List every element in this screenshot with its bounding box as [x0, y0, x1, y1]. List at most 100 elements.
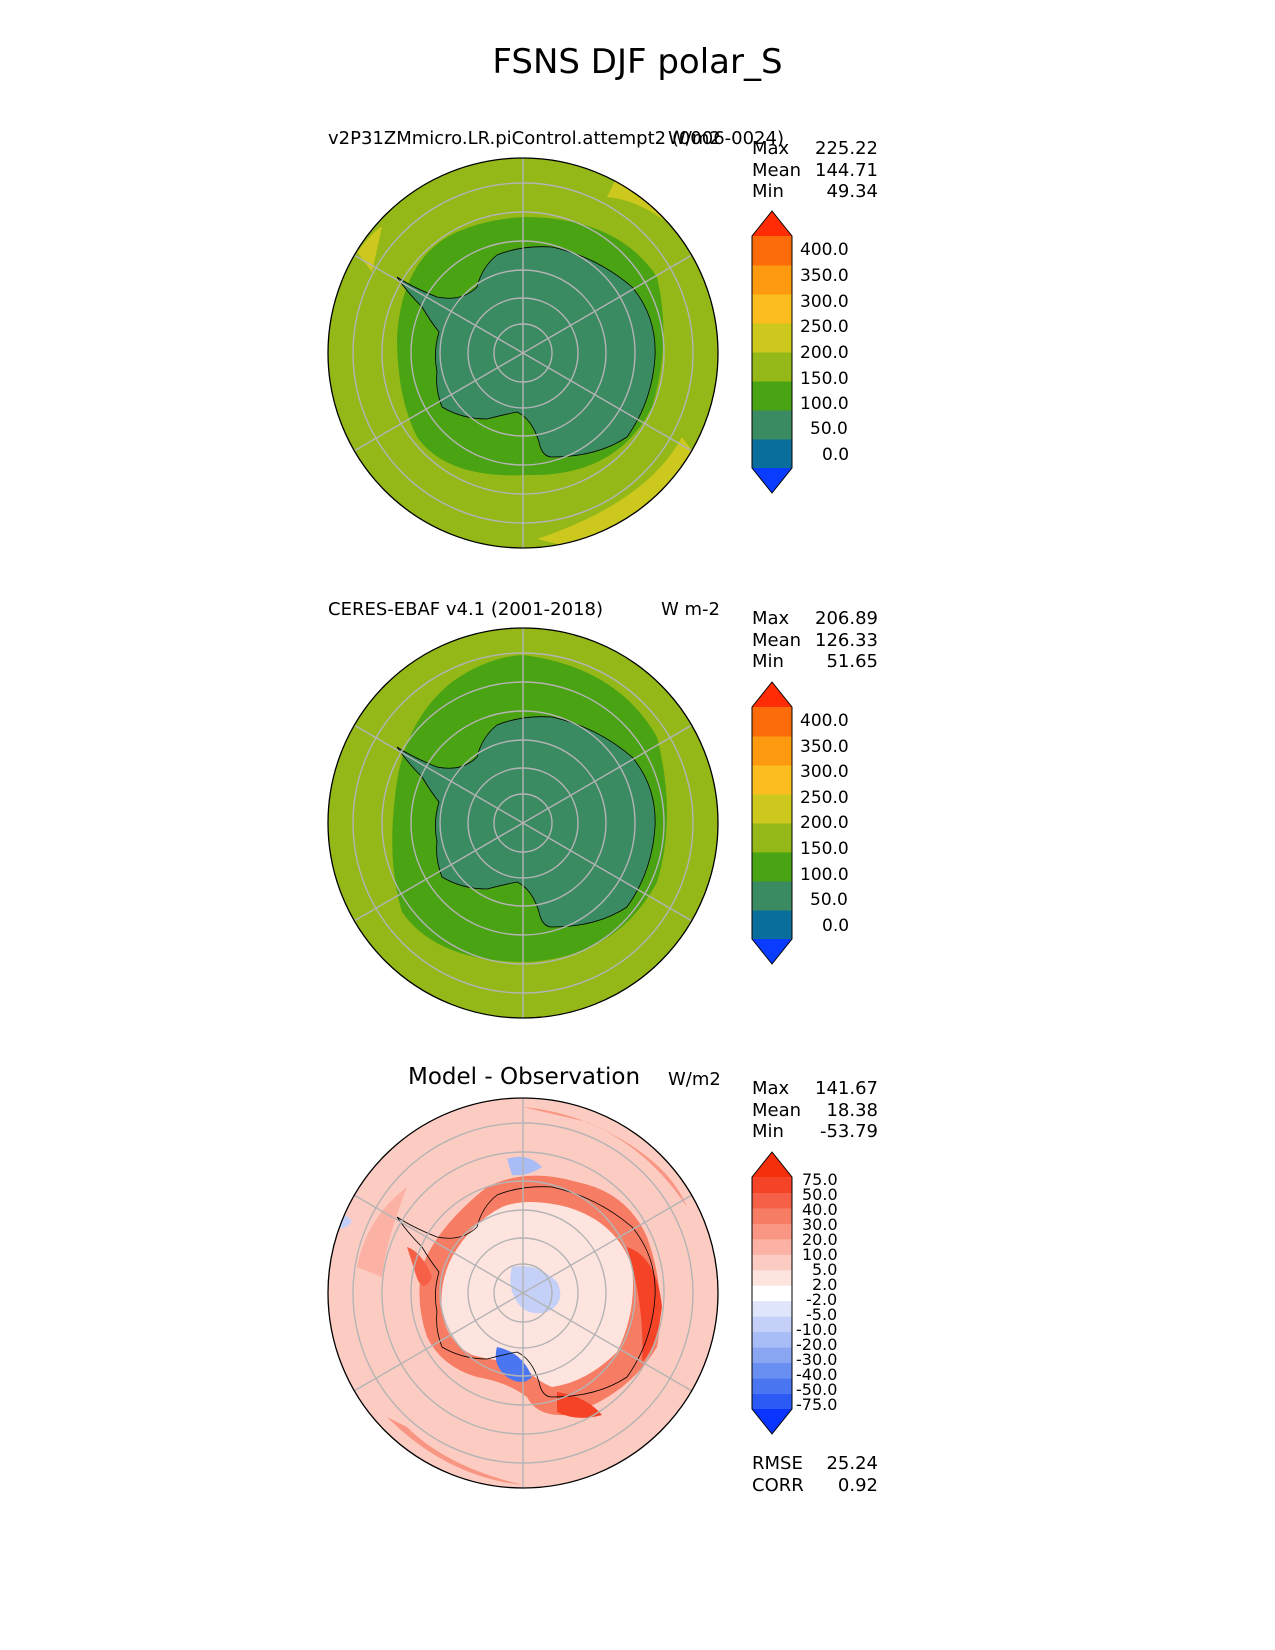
colorbar-extension-min: [752, 939, 792, 964]
graticule: [352, 628, 694, 1018]
panel-2-colorbar: [751, 681, 793, 965]
colorbar-tick: 350.0: [800, 737, 849, 757]
diff-hot: [557, 1392, 602, 1418]
stat-label: Min: [752, 181, 784, 202]
stat-label: Min: [752, 1121, 784, 1142]
panel-3-title: Model - Observation: [408, 1064, 641, 1090]
panel-1-polar-map: [327, 157, 719, 549]
colorbar-segment: [752, 707, 792, 737]
colorbar-segment: [752, 323, 792, 353]
metric-value: 0.92: [837, 1474, 878, 1496]
colorbar-segment: [752, 381, 792, 411]
stat-value: 225.22: [815, 138, 878, 159]
colorbar-extension-max: [752, 682, 792, 707]
colorbar-segment: [752, 1316, 792, 1333]
colorbar-outline: [751, 1151, 793, 1435]
colorbar-tick: 300.0: [800, 762, 849, 782]
panel-1-stats: Max 225.22 Mean 144.71 Min 49.34: [752, 138, 878, 203]
colorbar-extension-min: [752, 468, 792, 493]
colorbar-tick: 300.0: [800, 292, 849, 312]
stat-label: Mean: [752, 629, 802, 651]
colorbar-segment: [752, 765, 792, 795]
colorbar-segment: [752, 1269, 792, 1286]
colorbar-tick: 400.0: [800, 711, 849, 731]
colorbar-tick: -50.0: [796, 1380, 838, 1399]
colorbar-segment: [752, 1223, 792, 1240]
colorbar-segment: [752, 265, 792, 295]
colorbar-tick: 100.0: [800, 394, 849, 414]
colorbar-segment: [752, 881, 792, 911]
colorbar-segment: [752, 1238, 792, 1255]
colorbar-tick: -75.0: [796, 1395, 838, 1414]
colorbar-segment: [752, 1378, 792, 1395]
colorbar-tick: 2.0: [812, 1275, 838, 1294]
colorbar-tick: 350.0: [800, 266, 849, 286]
panel-3-stats: Max 141.67 Mean 18.38 Min -53.79: [752, 1078, 878, 1143]
colorbar-segment: [752, 1362, 792, 1379]
colorbar-tick: -40.0: [796, 1365, 838, 1384]
colorbar-segment: [752, 1393, 792, 1410]
stat-label: Mean: [752, 1099, 802, 1121]
colorbar-segment: [752, 1347, 792, 1364]
panel-1-units: W/m2: [668, 128, 721, 149]
colorbar-segment: [752, 852, 792, 882]
panel-1-title: v2P31ZMmicro.LR.piControl.attempt2 (0006…: [328, 128, 784, 149]
colorbar-segment: [752, 1300, 792, 1317]
colorbar-tick: 200.0: [800, 343, 849, 363]
stat-label: Max: [752, 138, 790, 159]
colorbar-extension-min: [752, 1409, 792, 1434]
colorbar-tick: 50.0: [810, 890, 848, 910]
colorbar-tick: 5.0: [812, 1260, 838, 1279]
colorbar-segment: [752, 736, 792, 766]
colorbar-tick: 0.0: [822, 445, 850, 465]
panel-3-polar-map: [327, 1097, 719, 1489]
metric-label: CORR: [752, 1474, 804, 1496]
colorbar-tick: -2.0: [806, 1290, 838, 1309]
colorbar-tick: 150.0: [800, 369, 849, 389]
colorbar-tick: 0.0: [822, 916, 850, 936]
colorbar-tick: 10.0: [802, 1245, 838, 1264]
stat-label: Min: [752, 651, 784, 672]
colorbar-tick: 150.0: [800, 839, 849, 859]
panel-2-polar-map: [327, 627, 719, 1019]
colorbar-tick: 100.0: [800, 865, 849, 885]
stat-value: 141.67: [815, 1078, 878, 1099]
colorbar-tick: 250.0: [800, 788, 849, 808]
colorbar-segment: [752, 294, 792, 324]
colorbar-segment: [752, 823, 792, 853]
diff-hot: [407, 1247, 432, 1286]
graticule: [352, 1098, 694, 1488]
colorbar-tick: 400.0: [800, 240, 849, 260]
panel-3-colorbar: [751, 1151, 793, 1435]
stat-value: 206.89: [815, 608, 878, 629]
diff-patch: [357, 1187, 407, 1277]
colorbar-tick: 20.0: [802, 1230, 838, 1249]
colorbar-tick: 75.0: [802, 1170, 838, 1189]
colorbar-tick: 50.0: [810, 419, 848, 439]
warm-band: [357, 227, 382, 272]
colorbar-segment: [752, 1285, 792, 1302]
graticule: [352, 158, 694, 548]
stat-value: 49.34: [826, 181, 878, 202]
colorbar-segment: [752, 1177, 792, 1193]
colorbar-segment: [752, 1192, 792, 1209]
panel-2-title: CERES-EBAF v4.1 (2001-2018): [328, 599, 604, 620]
colorbar-segment: [752, 1331, 792, 1348]
panel-3-metrics: RMSE 25.24 CORR 0.92: [752, 1453, 878, 1496]
colorbar-tick: 50.0: [802, 1185, 838, 1204]
map-boundary: [327, 157, 719, 549]
colorbar-segment: [752, 439, 792, 469]
diff-hot: [627, 1247, 662, 1362]
colorbar-tick: 250.0: [800, 317, 849, 337]
colorbar-tick: 200.0: [800, 813, 849, 833]
colorbar-segment: [752, 910, 792, 940]
colorbar-segment: [752, 1207, 792, 1224]
map-boundary: [327, 627, 719, 1019]
panel-1-colorbar: [751, 210, 793, 494]
metric-label: RMSE: [752, 1453, 803, 1474]
stat-value: 18.38: [826, 1099, 878, 1121]
colorbar-extension-max: [752, 1152, 792, 1177]
colorbar-extension-max: [752, 211, 792, 236]
stat-label: Max: [752, 1078, 790, 1099]
stat-value: 51.65: [826, 651, 878, 672]
